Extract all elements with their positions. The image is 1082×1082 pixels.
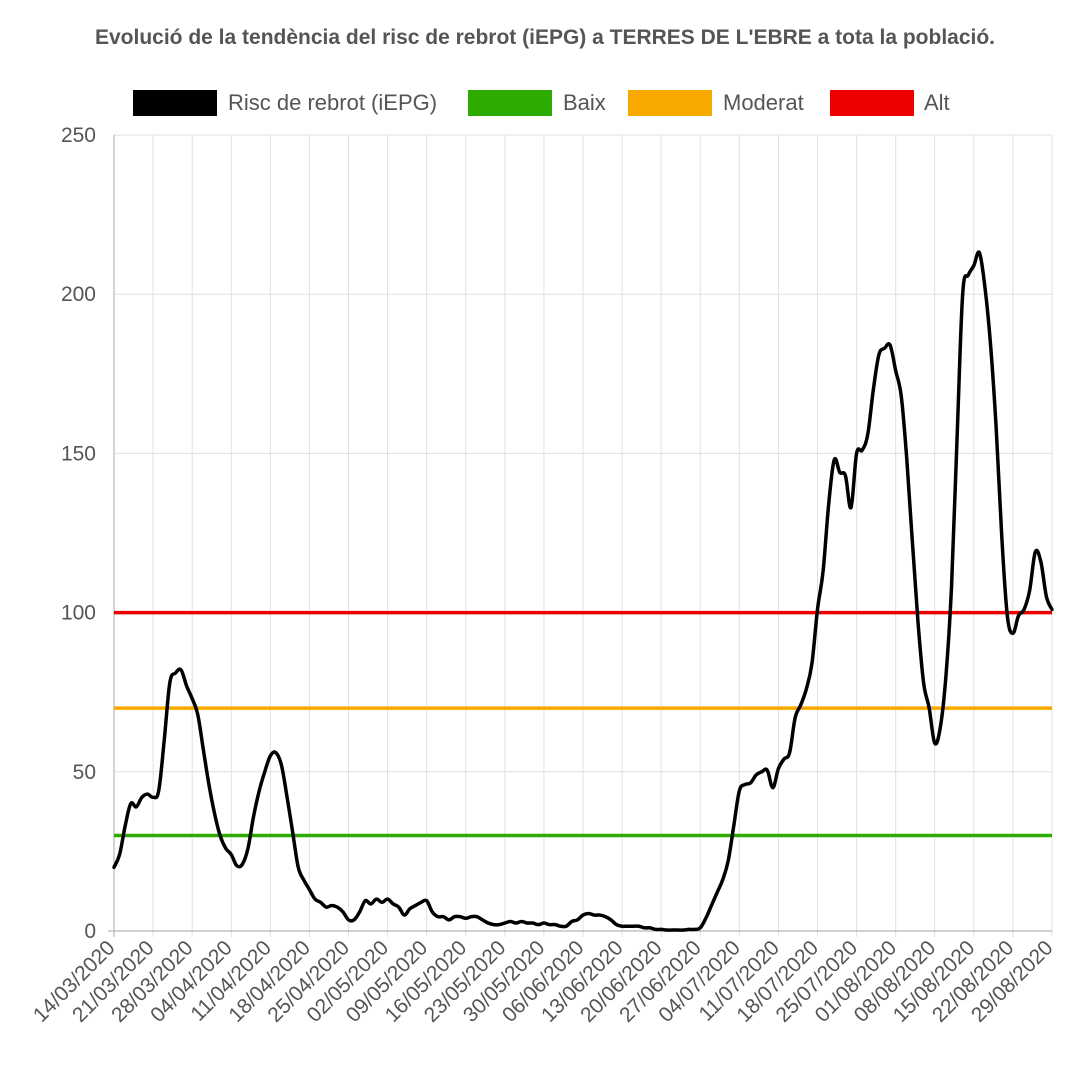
y-tick-label: 0 [84, 920, 96, 943]
legend-label-baix: Baix [563, 90, 606, 115]
y-tick-label: 100 [61, 602, 96, 625]
series-line-iepg [112, 250, 1054, 932]
y-axis-ticks: 0 50 100 150 200 250 [61, 124, 96, 943]
y-tick-label: 150 [61, 442, 96, 465]
legend-label-moderat: Moderat [723, 90, 804, 115]
grid [113, 134, 1053, 937]
legend-label-alt: Alt [924, 90, 950, 115]
legend: Risc de rebrot (iEPG) Baix Moderat Alt [133, 90, 950, 116]
legend-label-iepg: Risc de rebrot (iEPG) [228, 90, 437, 115]
y-tick-label: 250 [61, 124, 96, 147]
legend-swatch-moderat [628, 90, 712, 116]
axes [108, 135, 1052, 937]
y-tick-label: 200 [61, 283, 96, 306]
x-axis-ticks: 14/03/202021/03/202028/03/202004/04/2020… [29, 936, 1058, 1027]
legend-swatch-iepg [133, 90, 217, 116]
legend-item-iepg[interactable]: Risc de rebrot (iEPG) [133, 90, 437, 116]
legend-item-moderat[interactable]: Moderat [628, 90, 804, 116]
legend-item-baix[interactable]: Baix [468, 90, 606, 116]
legend-swatch-baix [468, 90, 552, 116]
series-layer [112, 250, 1054, 932]
threshold-lines [114, 610, 1052, 838]
legend-item-alt[interactable]: Alt [830, 90, 950, 116]
legend-swatch-alt [830, 90, 914, 116]
chart-title: Evolució de la tendència del risc de reb… [95, 26, 995, 49]
y-tick-label: 50 [73, 761, 96, 784]
